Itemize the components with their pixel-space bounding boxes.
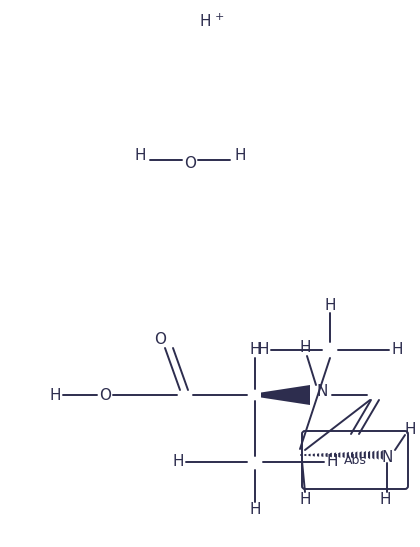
Text: O: O — [154, 333, 166, 347]
Text: H: H — [249, 342, 261, 358]
Text: H: H — [134, 148, 146, 162]
Polygon shape — [334, 452, 336, 458]
Text: +: + — [214, 12, 224, 22]
Text: H: H — [391, 342, 403, 358]
Polygon shape — [342, 452, 345, 458]
Text: H: H — [257, 342, 269, 358]
Text: H: H — [172, 455, 184, 469]
Polygon shape — [261, 385, 310, 405]
Polygon shape — [347, 452, 349, 458]
Text: H: H — [199, 15, 211, 30]
Polygon shape — [372, 451, 374, 459]
Polygon shape — [330, 452, 332, 457]
Text: H: H — [324, 298, 336, 312]
Polygon shape — [309, 453, 311, 456]
Text: H: H — [299, 492, 311, 508]
Text: H: H — [379, 492, 391, 508]
Text: N: N — [316, 385, 328, 399]
Text: H: H — [299, 340, 311, 356]
Polygon shape — [351, 452, 353, 458]
Polygon shape — [321, 453, 323, 457]
Text: H: H — [234, 148, 246, 162]
Polygon shape — [364, 451, 366, 459]
Text: H: H — [49, 387, 61, 403]
Text: Abs: Abs — [344, 453, 366, 467]
Polygon shape — [360, 451, 362, 459]
Polygon shape — [326, 453, 328, 457]
Polygon shape — [355, 451, 357, 458]
Polygon shape — [300, 454, 302, 456]
Text: H: H — [249, 503, 261, 517]
Polygon shape — [304, 454, 306, 456]
Polygon shape — [313, 453, 315, 457]
Polygon shape — [368, 451, 370, 459]
Text: O: O — [99, 387, 111, 403]
Text: H: H — [404, 422, 416, 438]
Text: O: O — [184, 155, 196, 171]
Polygon shape — [317, 453, 319, 457]
Polygon shape — [338, 452, 340, 458]
FancyBboxPatch shape — [302, 431, 408, 489]
Polygon shape — [376, 450, 378, 459]
Polygon shape — [381, 450, 383, 460]
Text: H: H — [326, 455, 338, 469]
Text: N: N — [381, 450, 393, 464]
